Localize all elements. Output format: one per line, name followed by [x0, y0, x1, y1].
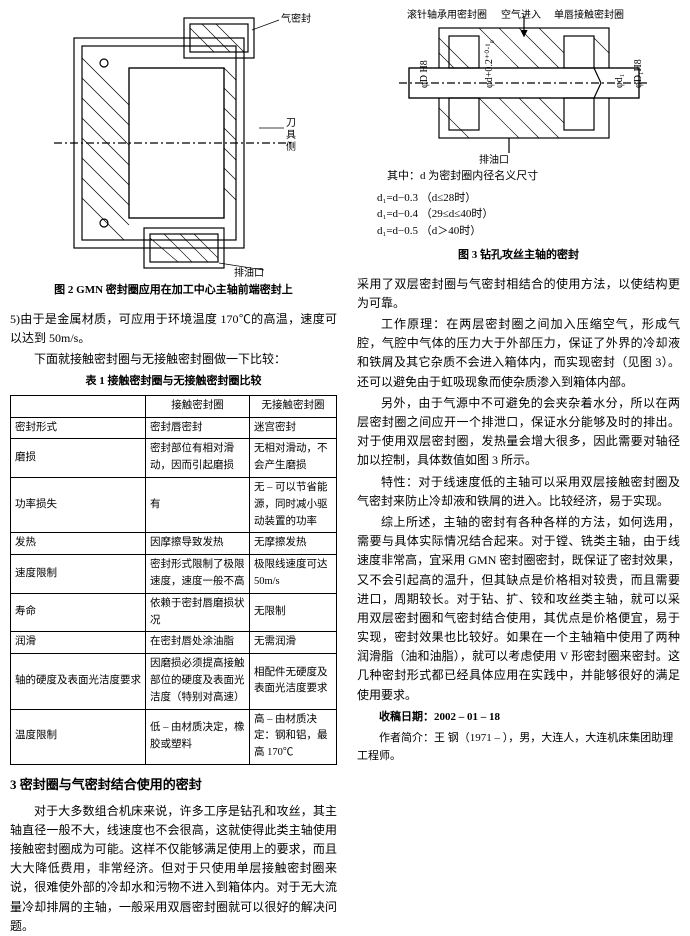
figure-2: 气密封 刀具侧 排油口 图 2 GMN 密封圈应用在加工中心主轴前端密封上: [10, 8, 337, 304]
figure-3: 滚针轴承用密封圈 空气进入 单唇接触密封圈 排油口 φD H8 φd+0.2⁺⁰…: [357, 8, 680, 269]
fig3-label-gunzhen: 滚针轴承用密封圈: [407, 8, 487, 21]
fig3-label-kongqi: 空气进入: [501, 8, 541, 21]
table-row: 速度限制密封形式限制了极限速度，速度一般不高极限线速度可达 50m/s: [11, 555, 337, 594]
row-cell: 密封部位有相对滑动，因而引起磨损: [146, 439, 250, 478]
row-label: 速度限制: [11, 555, 146, 594]
row-cell: 低 – 由材质决定，橡胶或塑料: [146, 709, 250, 764]
fig2-caption: 图 2 GMN 密封圈应用在加工中心主轴前端密封上: [54, 282, 293, 300]
th-0: [11, 395, 146, 417]
fig2-label-qimifeng: 气密封: [281, 12, 311, 25]
table-row: 寿命依赖于密封唇磨损状况无限制: [11, 593, 337, 632]
row-label: 轴的硬度及表面光洁度要求: [11, 654, 146, 709]
para-6: 下面就接触密封圈与无接触密封圈做一下比较：: [10, 350, 337, 369]
right-p4: 特性：对于线速度低的主轴可以采用双层接触密封圈及气密封来防止冷却液和铁屑的进入。…: [357, 473, 680, 511]
row-cell: 相配件无硬度及表面光洁度要求: [249, 654, 336, 709]
row-label: 温度限制: [11, 709, 146, 764]
date-line: 收稿日期：2002 – 01 – 18: [357, 709, 680, 727]
right-p2: 工作原理：在两层密封圈之间加入压缩空气，形成气腔，气腔中气体的压力大于外部压力，…: [357, 315, 680, 392]
table-row: 温度限制低 – 由材质决定，橡胶或塑料高 – 由材质决定：钢和铝，最高 170℃: [11, 709, 337, 764]
row-cell: 密封唇密封: [146, 417, 250, 439]
row-label: 磨损: [11, 439, 146, 478]
fig3-svg: 滚针轴承用密封圈 空气进入 单唇接触密封圈 排油口 φD H8 φd+0.2⁺⁰…: [379, 8, 659, 168]
row-label: 功率损失: [11, 477, 146, 532]
row-cell: 无需润滑: [249, 632, 336, 654]
fig3-formula-1: d₁=d−0.3 （d≤28时）: [377, 190, 493, 207]
fig3-dim-dH8: φD H8: [419, 60, 430, 88]
table-row: 接触密封圈 无接触密封圈: [11, 395, 337, 417]
row-cell: 极限线速度可达 50m/s: [249, 555, 336, 594]
fig3-dim-d1: φd₁: [614, 74, 625, 88]
fig2-label-paiyoukou: 排油口: [234, 266, 264, 278]
fig3-formula-2: d₁=d−0.4 （29≤d≤40时）: [377, 206, 493, 223]
fig3-label-danchun: 单唇接触密封圈: [554, 8, 624, 21]
fig2-label-daojuce: 刀具侧: [286, 118, 296, 153]
table-row: 润滑在密封唇处涂油脂无需润滑: [11, 632, 337, 654]
row-cell: 因磨损必须提高接触部位的硬度及表面光洁度（特别对高速）: [146, 654, 250, 709]
row-cell: 无相对滑动，不会产生磨损: [249, 439, 336, 478]
fig2-svg: 气密封 刀具侧 排油口: [34, 8, 314, 278]
right-p3: 另外，由于气源中不可避免的会夹杂着水分，所以在两层密封圈之间应开一个排泄口，保证…: [357, 394, 680, 471]
row-label: 发热: [11, 533, 146, 555]
row-cell: 依赖于密封唇磨损状况: [146, 593, 250, 632]
fig3-formula-3: d₁=d−0.5 （d＞40时）: [377, 223, 493, 240]
para-5: 5)由于是金属材质，可应用于环境温度 170℃的高温，速度可以达到 50m/s。: [10, 310, 337, 348]
table-1: 接触密封圈 无接触密封圈 密封形式密封唇密封迷宫密封磨损密封部位有相对滑动，因而…: [10, 395, 337, 765]
row-cell: 因摩擦导致发热: [146, 533, 250, 555]
section-3-title: 3 密封圈与气密封结合使用的密封: [10, 775, 337, 796]
section-3-p1: 对于大多数组合机床来说，许多工序是钻孔和攻丝，其主轴直径一般不大，线速度也不会很…: [10, 802, 337, 936]
row-label: 密封形式: [11, 417, 146, 439]
row-cell: 无限制: [249, 593, 336, 632]
th-1: 接触密封圈: [146, 395, 250, 417]
row-cell: 高 – 由材质决定：钢和铝，最高 170℃: [249, 709, 336, 764]
table-row: 轴的硬度及表面光洁度要求因磨损必须提高接触部位的硬度及表面光洁度（特别对高速）相…: [11, 654, 337, 709]
table1-title: 表 1 接触密封圈与无接触密封圈比较: [10, 373, 337, 391]
table-row: 发热因摩擦导致发热无摩擦发热: [11, 533, 337, 555]
author-line: 作者简介：王 钢（1971 – ），男，大连人，大连机床集团助理工程师。: [357, 730, 680, 765]
right-p5: 综上所述，主轴的密封有各种各样的方法，如何选用，需要与具体实际情况结合起来。对于…: [357, 513, 680, 705]
row-cell: 在密封唇处涂油脂: [146, 632, 250, 654]
fig3-note-head: 其中：d 为密封圈内径名义尺寸: [387, 168, 538, 186]
th-2: 无接触密封圈: [249, 395, 336, 417]
right-p1: 采用了双层密封圈与气密封相结合的使用方法，以使结构更为可靠。: [357, 275, 680, 313]
fig3-dim-D1H8: φD₁H8: [633, 59, 644, 88]
row-cell: 有: [146, 477, 250, 532]
table-row: 密封形式密封唇密封迷宫密封: [11, 417, 337, 439]
table-row: 功率损失有无 – 可以节省能源，同时减小驱动装置的功率: [11, 477, 337, 532]
row-label: 寿命: [11, 593, 146, 632]
row-cell: 无摩擦发热: [249, 533, 336, 555]
fig3-dim-d02: φd+0.2⁺⁰·¹₀: [484, 39, 495, 88]
table-row: 磨损密封部位有相对滑动，因而引起磨损无相对滑动，不会产生磨损: [11, 439, 337, 478]
fig3-caption: 图 3 钻孔攻丝主轴的密封: [458, 247, 579, 265]
row-label: 润滑: [11, 632, 146, 654]
row-cell: 无 – 可以节省能源，同时减小驱动装置的功率: [249, 477, 336, 532]
row-cell: 密封形式限制了极限速度，速度一般不高: [146, 555, 250, 594]
row-cell: 迷宫密封: [249, 417, 336, 439]
fig3-label-paiyoukou: 排油口: [479, 153, 509, 166]
